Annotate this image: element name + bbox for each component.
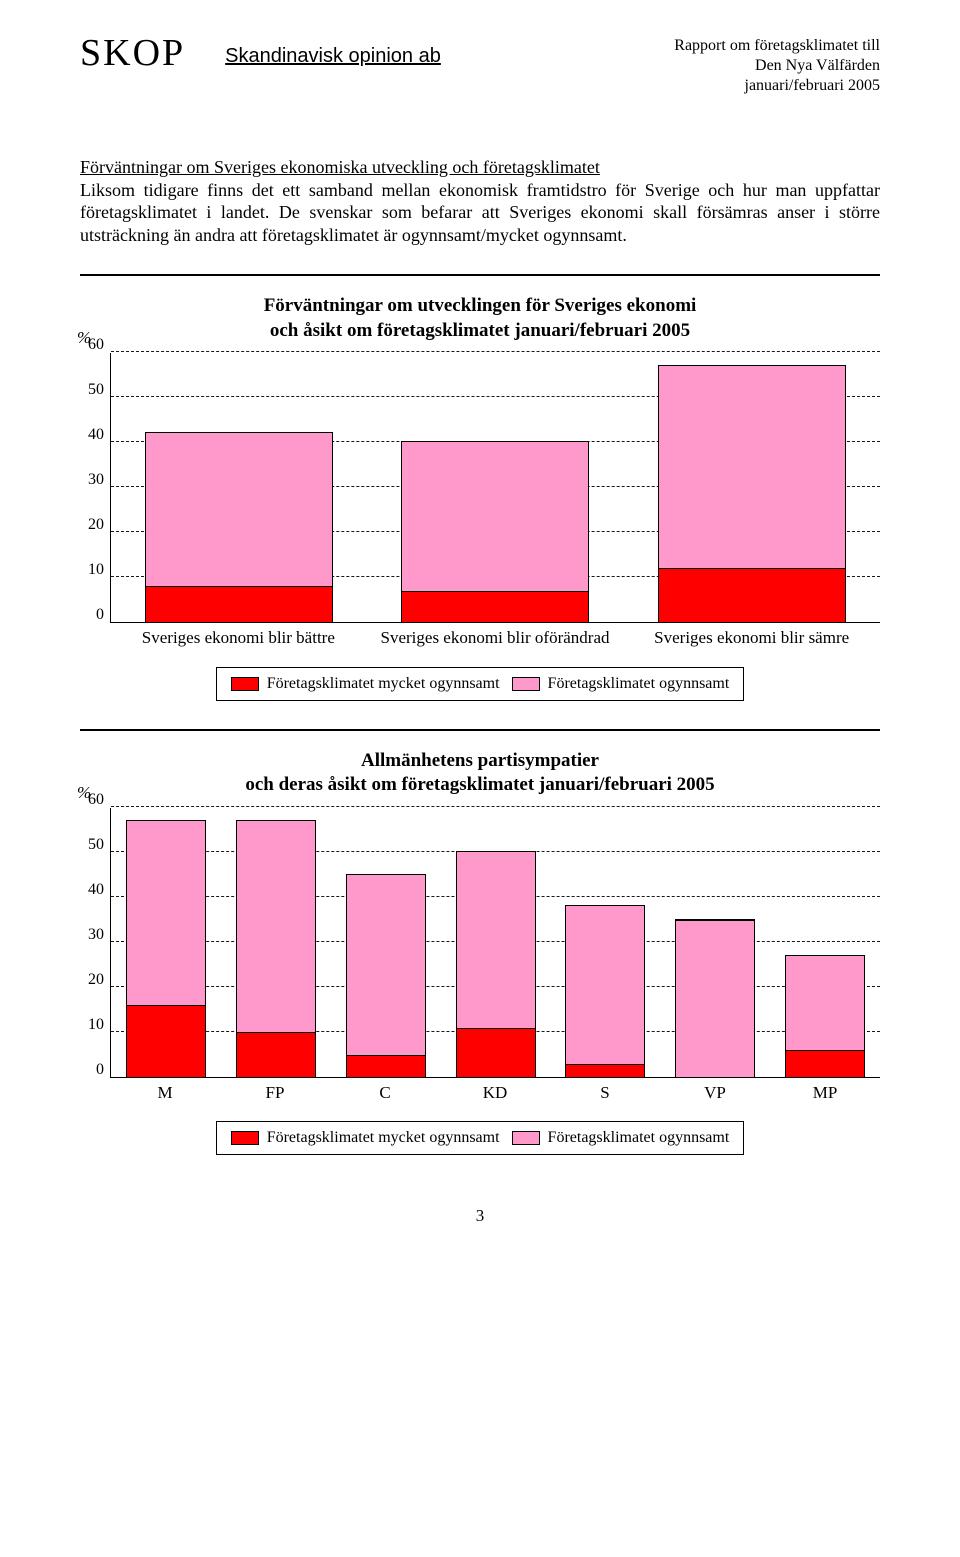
x-tick-label: KD [440, 1082, 550, 1103]
x-tick-label: VP [660, 1082, 770, 1103]
chart2-legend-label-2: Företagsklimatet ogynnsamt [548, 1128, 730, 1148]
stacked-bar [346, 874, 426, 1078]
bar-segment-mycket [785, 1050, 865, 1077]
paragraph-text: Liksom tidigare finns det ett samband me… [80, 180, 880, 245]
chart2-y-axis: 6050403020100 [80, 808, 110, 1078]
chart2-legend-label-1: Företagsklimatet mycket ogynnsamt [267, 1128, 500, 1148]
stacked-bar [456, 851, 536, 1077]
chart2-title-line1: Allmänhetens partisympatier [361, 750, 599, 771]
page-header: SKOP Skandinavisk opinion ab Rapport om … [80, 30, 880, 96]
chart1: 6050403020100 % Sveriges ekonomi blir bä… [80, 353, 880, 700]
stacked-bar [126, 820, 206, 1078]
chart1-legend: Företagsklimatet mycket ogynnsamt Företa… [216, 667, 745, 701]
chart2-legend-item-1: Företagsklimatet mycket ogynnsamt [231, 1128, 500, 1148]
stacked-bar [785, 955, 865, 1078]
header-line-2: Den Nya Välfärden [674, 56, 880, 76]
chart2-title: Allmänhetens partisympatier och deras ås… [80, 749, 880, 798]
swatch-ogynnsamt-icon [512, 677, 540, 691]
bar-segment-ogynnsamt [145, 433, 333, 586]
chart1-title-line2: och åsikt om företagsklimatet januari/fe… [270, 320, 690, 341]
swatch-mycket-icon [231, 1131, 259, 1145]
chart1-bars [111, 353, 880, 622]
bar-column [111, 353, 367, 622]
chart2-legend-item-2: Företagsklimatet ogynnsamt [512, 1128, 730, 1148]
bar-column [111, 808, 221, 1077]
bar-segment-ogynnsamt [236, 821, 316, 1033]
bar-segment-mycket [401, 591, 589, 623]
chart1-legend-label-2: Företagsklimatet ogynnsamt [548, 674, 730, 694]
header-line-1: Rapport om företagsklimatet till [674, 36, 880, 56]
x-tick-label: Sveriges ekonomi blir oförändrad [367, 627, 624, 648]
bar-column [221, 808, 331, 1077]
brand-name: SKOP [80, 30, 185, 78]
x-tick-label: C [330, 1082, 440, 1103]
chart1-plot: % [110, 353, 880, 623]
bar-segment-ogynnsamt [346, 875, 426, 1055]
divider-2 [80, 729, 880, 731]
gridline [111, 806, 880, 807]
bar-segment-mycket [346, 1055, 426, 1078]
bar-segment-mycket [456, 1028, 536, 1078]
bar-segment-ogynnsamt [658, 366, 846, 569]
stacked-bar [565, 905, 645, 1077]
bar-column [367, 353, 623, 622]
page-number: 3 [80, 1205, 880, 1226]
bar-segment-ogynnsamt [126, 821, 206, 1006]
bar-segment-ogynnsamt [675, 920, 755, 1078]
paragraph-heading: Förväntningar om Sveriges ekonomiska utv… [80, 157, 600, 177]
x-tick-label: FP [220, 1082, 330, 1103]
chart2-legend: Företagsklimatet mycket ogynnsamt Företa… [216, 1121, 745, 1155]
chart1-x-labels: Sveriges ekonomi blir bättreSveriges eko… [110, 627, 880, 648]
bar-segment-mycket [126, 1005, 206, 1077]
bar-segment-ogynnsamt [401, 442, 589, 591]
stacked-bar [675, 919, 755, 1078]
bar-column [624, 353, 880, 622]
chart1-legend-item-2: Företagsklimatet ogynnsamt [512, 674, 730, 694]
chart1-legend-label-1: Företagsklimatet mycket ogynnsamt [267, 674, 500, 694]
bar-segment-ogynnsamt [785, 956, 865, 1051]
stacked-bar [658, 365, 846, 623]
x-tick-label: Sveriges ekonomi blir bättre [110, 627, 367, 648]
bar-column [550, 808, 660, 1077]
chart2-title-line2: och deras åsikt om företagsklimatet janu… [245, 774, 714, 795]
brand-subtitle: Skandinavisk opinion ab [225, 44, 441, 69]
bar-segment-mycket [658, 568, 846, 622]
x-tick-label: MP [770, 1082, 880, 1103]
bar-segment-mycket [565, 1064, 645, 1078]
body-paragraph: Förväntningar om Sveriges ekonomiska utv… [80, 156, 880, 246]
swatch-ogynnsamt-icon [512, 1131, 540, 1145]
chart1-y-axis: 6050403020100 [80, 353, 110, 623]
x-tick-label: Sveriges ekonomi blir sämre [623, 627, 880, 648]
bar-column [770, 808, 880, 1077]
chart1-title-line1: Förväntningar om utvecklingen för Sverig… [264, 295, 697, 316]
stacked-bar [401, 441, 589, 622]
stacked-bar [145, 432, 333, 622]
swatch-mycket-icon [231, 677, 259, 691]
chart2-bars [111, 808, 880, 1077]
gridline [111, 351, 880, 352]
x-tick-label: M [110, 1082, 220, 1103]
chart1-title: Förväntningar om utvecklingen för Sverig… [80, 294, 880, 343]
bar-segment-ogynnsamt [456, 852, 536, 1028]
bar-segment-ogynnsamt [565, 906, 645, 1064]
chart2-y-label: % [77, 782, 91, 803]
chart2-x-labels: MFPCKDSVPMP [110, 1082, 880, 1103]
bar-segment-mycket [236, 1032, 316, 1077]
divider-1 [80, 274, 880, 276]
bar-column [331, 808, 441, 1077]
bar-segment-mycket [145, 586, 333, 622]
x-tick-label: S [550, 1082, 660, 1103]
header-right-block: Rapport om företagsklimatet till Den Nya… [674, 36, 880, 96]
chart2-plot: % [110, 808, 880, 1078]
chart1-legend-item-1: Företagsklimatet mycket ogynnsamt [231, 674, 500, 694]
chart1-y-label: % [77, 327, 91, 348]
stacked-bar [236, 820, 316, 1078]
bar-column [660, 808, 770, 1077]
chart2: 6050403020100 % MFPCKDSVPMP Företagsklim… [80, 808, 880, 1155]
bar-column [441, 808, 551, 1077]
header-line-3: januari/februari 2005 [674, 76, 880, 96]
